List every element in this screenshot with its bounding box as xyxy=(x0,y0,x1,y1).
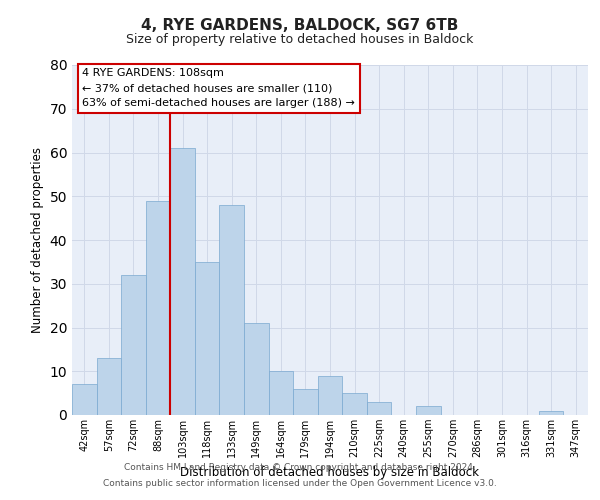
Bar xyxy=(220,205,244,415)
Bar xyxy=(539,410,563,415)
Bar xyxy=(269,371,293,415)
Bar xyxy=(121,275,146,415)
Text: Contains public sector information licensed under the Open Government Licence v3: Contains public sector information licen… xyxy=(103,478,497,488)
Text: Contains HM Land Registry data © Crown copyright and database right 2024.: Contains HM Land Registry data © Crown c… xyxy=(124,464,476,472)
Text: Size of property relative to detached houses in Baldock: Size of property relative to detached ho… xyxy=(127,32,473,46)
Bar xyxy=(146,200,170,415)
Text: 4 RYE GARDENS: 108sqm
← 37% of detached houses are smaller (110)
63% of semi-det: 4 RYE GARDENS: 108sqm ← 37% of detached … xyxy=(82,68,355,108)
Bar xyxy=(195,262,220,415)
Y-axis label: Number of detached properties: Number of detached properties xyxy=(31,147,44,333)
Bar xyxy=(244,323,269,415)
Bar xyxy=(416,406,440,415)
Text: 4, RYE GARDENS, BALDOCK, SG7 6TB: 4, RYE GARDENS, BALDOCK, SG7 6TB xyxy=(142,18,458,32)
Bar xyxy=(293,389,318,415)
Bar xyxy=(72,384,97,415)
Bar xyxy=(342,393,367,415)
Bar xyxy=(318,376,342,415)
Bar xyxy=(170,148,195,415)
X-axis label: Distribution of detached houses by size in Baldock: Distribution of detached houses by size … xyxy=(181,466,479,478)
Bar xyxy=(367,402,391,415)
Bar xyxy=(97,358,121,415)
